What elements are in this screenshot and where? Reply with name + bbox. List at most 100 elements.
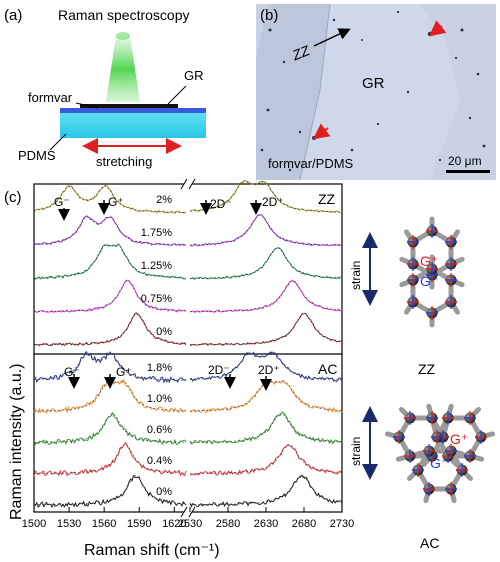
x-tick-label-right-2: 2630 <box>254 518 278 530</box>
gr-leader <box>167 85 187 105</box>
panel-b-label: (b) <box>260 7 278 24</box>
x-tick-label-left-3: 1590 <box>127 518 151 530</box>
substrate-label: formvar/PDMS <box>268 156 354 171</box>
strain-labels: 2% 1.75% 1.25% 0.75% 0% 1.8% 1.0% 0.6% 0.4% 0% <box>141 194 172 498</box>
zz-fit-0 <box>189 180 342 213</box>
red-marker-arrow-2 <box>312 123 331 140</box>
formvar-label: formvar <box>28 90 73 105</box>
ac-spectrum-0 <box>33 350 187 384</box>
y-axis-label: Raman intensity (a.u.) <box>8 363 25 520</box>
panel-c: (c) Raman intensity (a.u.) 1500 1530 1560 1… <box>4 178 354 559</box>
x-tick-label-right-3: 2680 <box>292 518 316 530</box>
zz-spectrum-4 <box>33 312 187 347</box>
ac-strain-label: strain <box>349 437 363 466</box>
formvar-leader <box>75 102 99 109</box>
zz-strain-label-3: 0.75% <box>141 293 172 305</box>
ac-fit-0 <box>33 353 186 381</box>
ac-spectrum-2 <box>189 411 343 445</box>
laser-top <box>116 32 130 40</box>
zz-fit-1 <box>189 214 342 246</box>
zz-fit-4 <box>190 313 343 345</box>
ac-fit-1 <box>190 380 343 412</box>
pdms-block <box>60 112 206 138</box>
graphene-layer <box>80 104 178 108</box>
flake-edge-2 <box>319 3 331 91</box>
gr-label: GR <box>184 68 204 83</box>
x-tick-label-left-2: 1560 <box>92 518 116 530</box>
panel-b: (b) ZZ GR formvar/PDMS 20 μm <box>256 3 496 181</box>
zz-spectrum-4 <box>189 312 343 347</box>
zz-gminus-label: G⁻ <box>420 273 438 289</box>
ac-strain-label-1: 1.0% <box>147 393 172 405</box>
zz-spectrum-2 <box>33 243 187 280</box>
ac-2d-plus-label: 2D⁺ <box>258 363 280 377</box>
panel-a: (a) Raman spectroscopy formvar GR PDMS s… <box>4 7 206 169</box>
ac-fit-3 <box>189 444 342 474</box>
x-axis-label: Raman shift (cm⁻¹) <box>84 542 220 559</box>
zz-strain-label-0: 2% <box>156 194 172 206</box>
scale-bar-label: 20 μm <box>448 154 482 168</box>
raman-title: Raman spectroscopy <box>58 7 190 23</box>
x-tick-label-right-0: 2530 <box>178 518 202 530</box>
zz-spectrum-1 <box>189 214 343 247</box>
panel-a-label: (a) <box>4 7 22 24</box>
zz-strain-label: strain <box>349 261 363 290</box>
ac-spectrum-4 <box>189 474 343 508</box>
graphene-flake <box>300 4 460 180</box>
x-tick-label-left-0: 1500 <box>22 518 46 530</box>
scale-bar <box>446 170 490 173</box>
zz-strain-label-4: 0% <box>156 326 172 338</box>
ac-fit-4 <box>34 475 187 506</box>
spectra <box>33 180 343 509</box>
ac-gplus-label: G⁺ <box>450 431 468 447</box>
ac-caption: AC <box>420 535 439 551</box>
zz-fit-1 <box>33 216 187 246</box>
ac-g-minus-label: G⁻ <box>64 365 80 379</box>
ac-strain-label-3: 0.4% <box>147 455 172 467</box>
zz-g-plus-label: G⁺ <box>108 195 124 209</box>
axis-break-marks <box>180 178 196 518</box>
zz-fit-4 <box>34 313 187 346</box>
flake-edge <box>299 89 321 181</box>
ac-strain-label-0: 1.8% <box>147 362 172 374</box>
zz-direction-arrow <box>313 28 351 47</box>
zz-fit-0 <box>33 185 186 213</box>
zz-strain-label-1: 1.75% <box>141 227 172 239</box>
micrograph-region <box>256 4 330 180</box>
ac-fit-2 <box>34 413 186 443</box>
lattice-panel: strain strain G⁺ G⁻ G⁺ G⁻ ZZ AC <box>349 216 496 551</box>
panel-c-label: (c) <box>4 189 22 206</box>
zz-fit-2 <box>190 247 342 279</box>
axis-break-bottom-gap <box>184 508 192 516</box>
zz-2d-minus-label: 2D⁻ <box>210 197 232 211</box>
x-tick-label-right-1: 2580 <box>216 518 240 530</box>
red-marker-arrow-1 <box>428 20 447 37</box>
ac-lattice <box>384 403 496 504</box>
laser-beam <box>106 36 140 102</box>
zz-fit-2 <box>33 244 187 279</box>
stretching-label: stretching <box>96 154 152 169</box>
x-tick-label-right-4: 2730 <box>330 518 354 530</box>
zz-2d-plus-label: 2D⁺ <box>262 195 284 209</box>
ac-fit-3 <box>34 444 186 474</box>
gr-flake-label: GR <box>362 75 385 92</box>
zz-spectrum-0 <box>189 180 343 214</box>
zz-direction-label: ZZ <box>289 42 312 64</box>
ac-strain-label-2: 0.6% <box>147 424 172 436</box>
formvar-layer <box>60 108 206 113</box>
ac-fit-4 <box>189 475 343 506</box>
zz-spectrum-3 <box>189 279 343 314</box>
x-tick-label-left-4: 1620 <box>162 518 186 530</box>
ac-g-plus-label: G⁺ <box>116 365 132 379</box>
zz-spectrum-2 <box>189 247 343 280</box>
x-tick-label-left-1: 1530 <box>57 518 81 530</box>
ac-panel-label: AC <box>318 361 337 377</box>
ac-fit-0 <box>189 352 343 381</box>
zz-g-minus-label: G⁻ <box>54 195 70 209</box>
ac-2d-minus-label: 2D⁻ <box>208 363 230 377</box>
ac-fit-2 <box>190 413 343 443</box>
zz-caption: ZZ <box>418 361 436 377</box>
plot-frame <box>33 183 343 513</box>
